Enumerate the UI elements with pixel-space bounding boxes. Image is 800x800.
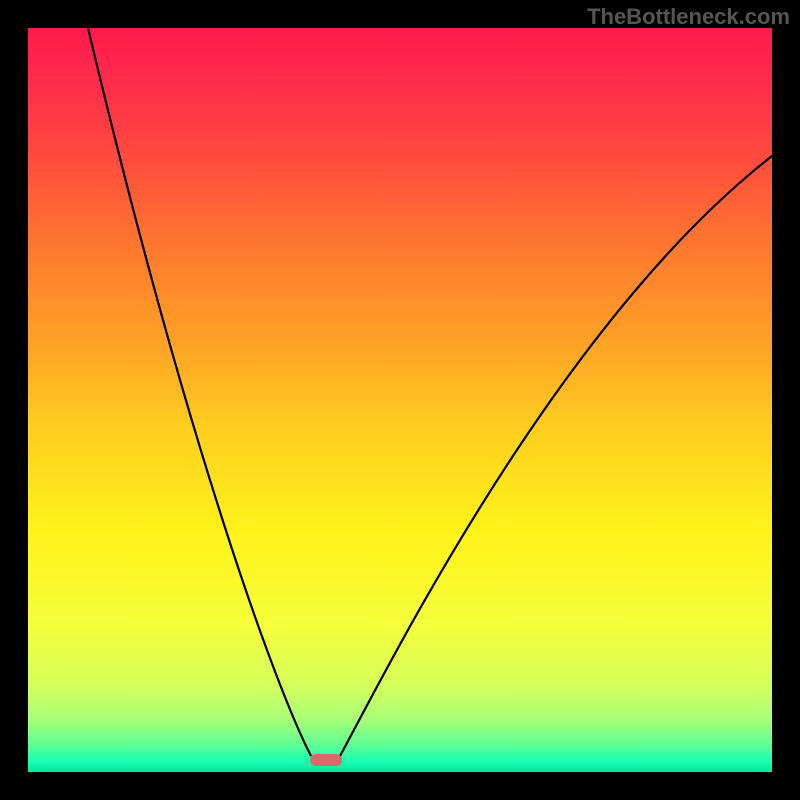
chart-svg [0,0,800,800]
watermark-text: TheBottleneck.com [587,4,790,30]
minimum-marker [310,754,342,766]
plot-background [28,28,772,772]
